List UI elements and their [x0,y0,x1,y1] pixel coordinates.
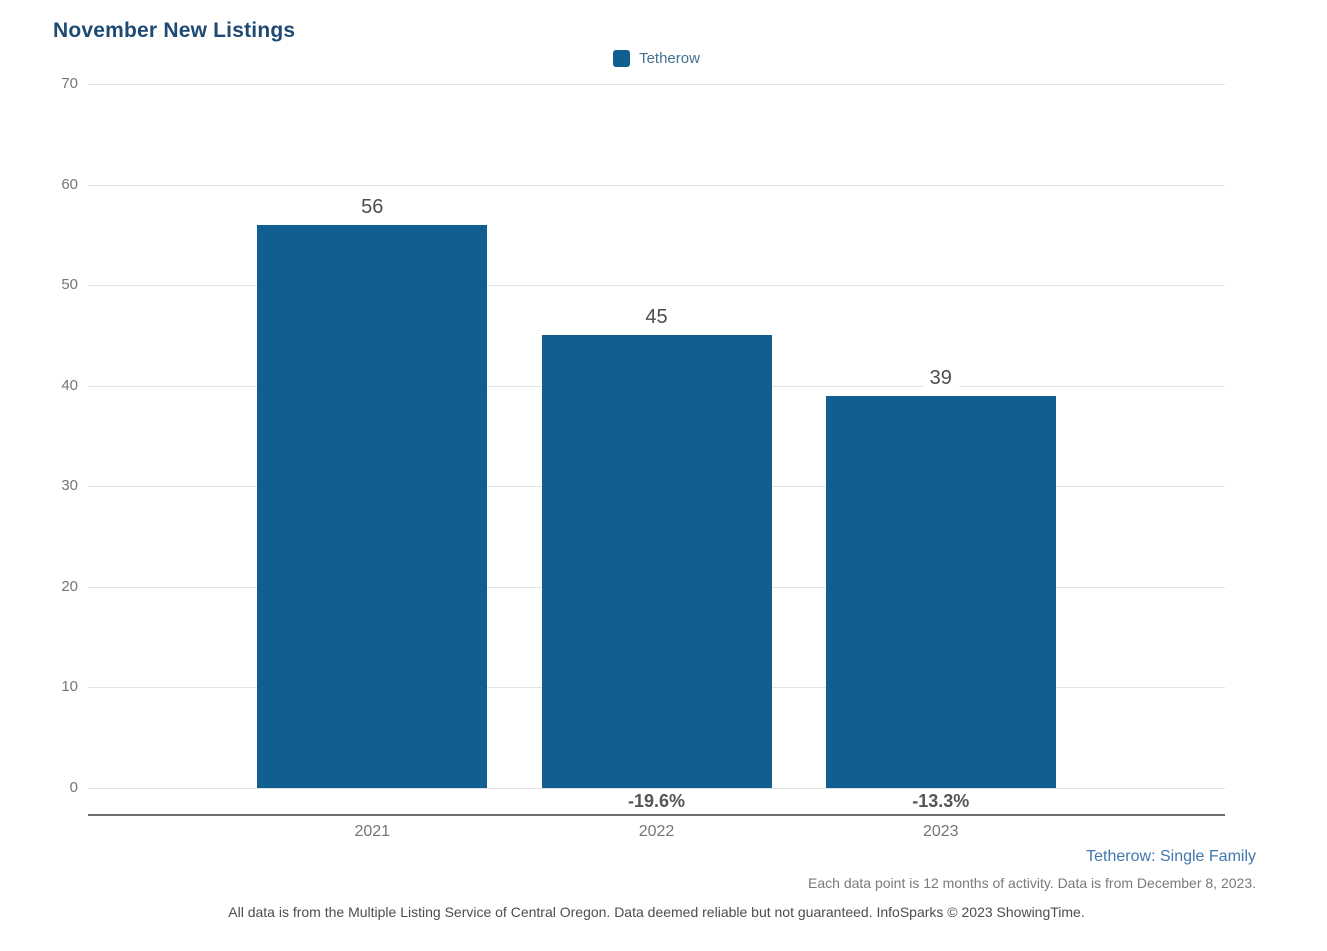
bar-value-label: 39 [826,364,1056,391]
bar-value-text: 45 [638,304,675,331]
gridline [88,84,1225,85]
legend[interactable]: Tetherow [88,50,1225,67]
bar-value-label: 45 [542,304,772,331]
legend-swatch-icon [613,50,631,67]
footnote-disclaimer: All data is from the Multiple Listing Se… [228,904,1085,920]
bar-value-text: 39 [922,364,959,391]
footnote-data-note: Each data point is 12 months of activity… [808,875,1256,891]
x-tick-label: 2023 [922,823,959,840]
y-tick-label: 40 [61,376,78,394]
pct-change-label: -13.3% [912,791,970,811]
bar[interactable] [541,335,772,788]
bar-value-label: 56 [257,193,487,220]
y-tick-label: 10 [61,678,78,696]
bar[interactable] [257,224,488,788]
gridline [88,285,1225,287]
footnote-segment: Tetherow: Single Family [1086,848,1256,865]
bar-value-text: 56 [354,193,391,220]
y-tick-label: 60 [61,175,78,193]
chart-title: November New Listings [53,19,296,42]
gridline [88,788,1225,789]
y-tick-label: 70 [61,75,78,92]
legend-label: Tetherow [639,50,700,67]
x-tick-label: 2022 [638,823,675,840]
y-tick-label: 20 [61,577,78,595]
gridline [88,184,1225,186]
y-tick-label: 30 [61,477,78,495]
pct-change-label: -19.6% [627,791,686,811]
y-tick-label: 50 [61,276,78,294]
x-axis-line [88,814,1225,816]
y-tick-label: 0 [69,779,78,796]
x-tick-label: 2021 [354,823,391,840]
bar[interactable] [825,395,1056,788]
